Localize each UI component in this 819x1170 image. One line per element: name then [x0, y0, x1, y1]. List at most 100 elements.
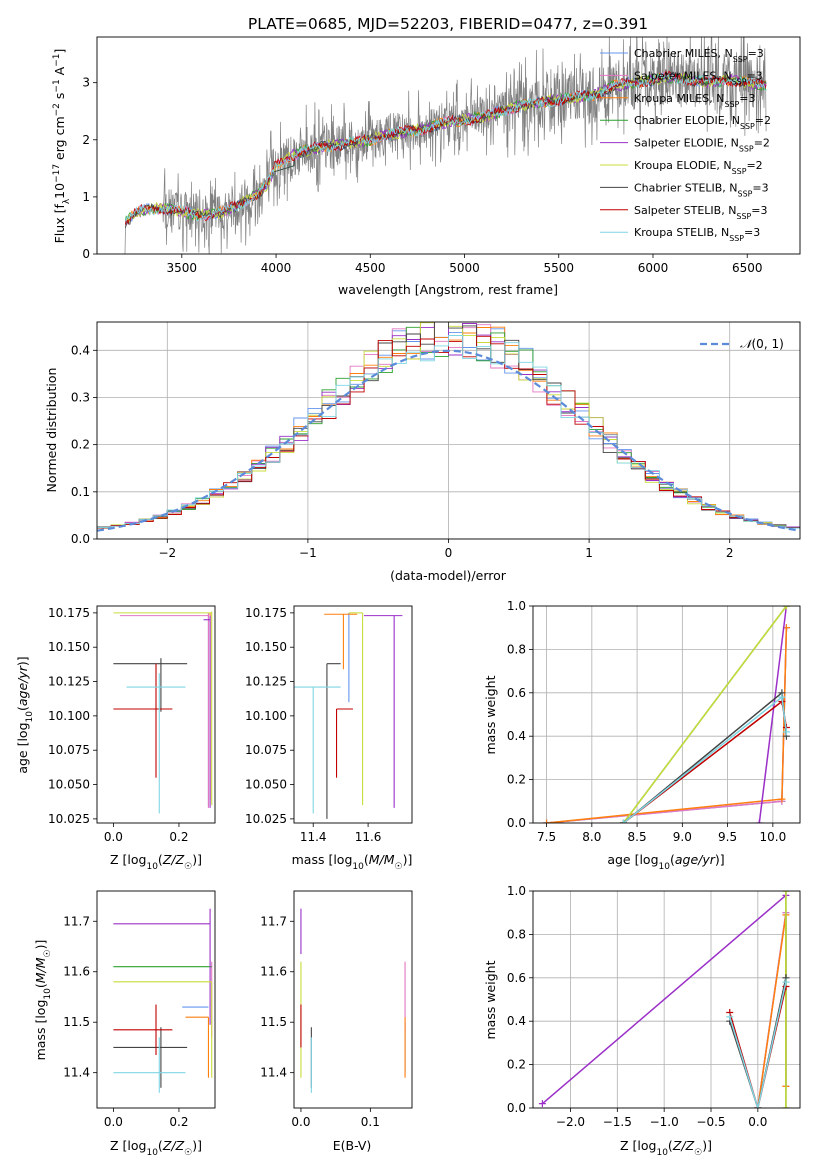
y-tick-label: 0.4	[507, 729, 526, 743]
y-tick-label: 10.125	[245, 675, 287, 689]
weight-marker	[543, 819, 551, 823]
label-part: =3	[744, 226, 760, 239]
y-tick-label: 0.0	[507, 816, 526, 830]
y-tick-label: 0.6	[507, 971, 526, 985]
label-part: (	[15, 706, 30, 711]
label-part: age [log	[15, 722, 30, 773]
label-part: =2	[746, 159, 762, 172]
label-part: =3	[752, 181, 768, 194]
weight-line	[728, 981, 787, 1108]
model-spectrum-line	[124, 72, 767, 221]
label-part: 10	[146, 862, 158, 872]
label-part: M/M	[33, 957, 48, 983]
legend-entry: Salpeter STELIB, NSSP=3	[634, 204, 767, 221]
plot-area	[300, 908, 406, 1093]
label-part: SSP	[736, 211, 751, 220]
y-axis-label: mass weight	[483, 675, 498, 754]
label-part: −1	[52, 79, 62, 92]
x-tick-label: 0.1	[361, 1115, 380, 1129]
plot-area	[113, 611, 213, 814]
label-part: 10	[352, 862, 364, 872]
age-vs-mass-axes: 11.4 11.6 10.025 10.050 10.075 10.100 10.125 10…	[245, 605, 413, 872]
x-axis-label: age [log10(age/yr)]	[607, 852, 724, 872]
y-tick-label: 10.150	[48, 640, 90, 654]
plot-area	[294, 612, 403, 819]
weight-marker	[782, 891, 790, 895]
label-part: Z/Z	[162, 1138, 185, 1153]
legend-entry: Chabrier STELIB, NSSP=3	[634, 181, 769, 198]
weight-line	[758, 606, 788, 823]
label-part: (	[668, 1138, 673, 1153]
label-part: )]	[702, 1138, 712, 1153]
label-part: SSP	[724, 99, 739, 108]
model-spectrum-line	[124, 72, 767, 222]
x-tick-label: 1	[585, 546, 593, 560]
spectrum-axes: 3500 4000 4500 5000 5500 6000 6500 0 1 2 3 waveleng…	[52, 36, 801, 297]
x-tick-label: 4500	[355, 261, 386, 275]
label-part: Kroupa MILES, N	[634, 92, 724, 105]
y-tick-label: 10.075	[245, 743, 287, 757]
y-tick-label: 10.100	[48, 709, 90, 723]
y-tick-label: 10.125	[48, 675, 90, 689]
label-part: =2	[754, 137, 770, 150]
x-tick-label: 3500	[167, 261, 198, 275]
y-tick-label: 0.0	[71, 532, 90, 546]
label-part: =3	[748, 47, 764, 60]
y-tick-label: 11.5	[260, 1015, 287, 1029]
legend-entry: Chabrier ELODIE, NSSP=2	[634, 114, 771, 131]
y-tick-label: 0.2	[507, 1058, 526, 1072]
normal-curve	[97, 349, 800, 532]
label-part: Flux [f	[52, 204, 67, 244]
y-axis-label: Flux [fλ10−17 erg cm−2 s−1 A−1]	[52, 49, 72, 244]
y-axis-label: age [log10(age/yr)]	[15, 656, 35, 773]
axes-frame	[96, 890, 216, 1109]
y-axis-label: mass [log10(M/M☉)]	[33, 940, 53, 1061]
y-tick-label: 10.050	[48, 778, 90, 792]
label-part: (	[158, 1138, 163, 1153]
label-part: ☉	[184, 862, 192, 872]
y-tick-label: 0.2	[507, 773, 526, 787]
y-tick-label: 11.4	[63, 1066, 90, 1080]
x-tick-label: 8.0	[582, 830, 601, 844]
y-tick-label: 10.025	[245, 812, 287, 826]
plot-area	[113, 908, 213, 1093]
legend-entry: Salpeter ELODIE, NSSP=2	[634, 137, 770, 154]
y-tick-label: 10.075	[48, 743, 90, 757]
x-tick-label: 4000	[261, 261, 292, 275]
y-tick-label: 11.7	[63, 914, 90, 928]
x-tick-label: 0.0	[104, 1115, 123, 1129]
label-part: age/yr	[675, 852, 716, 867]
label-part: erg cm	[52, 116, 67, 164]
x-tick-label: 0	[445, 546, 453, 560]
axes-frame	[532, 605, 801, 824]
label-part: ☉	[694, 1148, 702, 1158]
x-tick-label: −1.5	[603, 1115, 632, 1129]
label-part: Z [log	[110, 852, 146, 867]
label-part: Chabrier ELODIE, N	[634, 114, 740, 127]
legend-entry: Kroupa ELODIE, NSSP=2	[634, 159, 763, 176]
label-part: (	[33, 983, 48, 988]
y-tick-label: 0.3	[71, 390, 90, 404]
y-tick-label: 11.6	[63, 965, 90, 979]
label-part: 10	[25, 711, 35, 723]
plot-area	[533, 891, 800, 1108]
x-tick-label: 10.0	[759, 830, 786, 844]
weight-marker	[778, 693, 786, 701]
label-part: SSP	[740, 122, 755, 131]
y-tick-label: 10.100	[245, 709, 287, 723]
age-vs-Z-axes: 0.0 0.2 10.025 10.050 10.075 10.100 10.125 10.1…	[15, 605, 216, 872]
label-part: mass [log	[292, 852, 353, 867]
y-tick-label: 0.4	[507, 1014, 526, 1028]
y-tick-label: 0.2	[71, 438, 90, 452]
y-tick-label: 0.6	[507, 686, 526, 700]
label-part: (0, 1)	[752, 337, 784, 351]
weight-line	[622, 606, 787, 823]
x-tick-label: 6000	[638, 261, 669, 275]
mass-weight-vs-age-axes: 7.5 8.0 8.5 9.0 9.5 10.0 0.0 0.2 0.4 0.6 0.8 1.0 age…	[483, 599, 801, 872]
axes-frame	[96, 36, 801, 255]
x-axis-label: (data-model)/error	[390, 568, 507, 583]
x-tick-label: 11.4	[300, 830, 327, 844]
x-axis-label: wavelength [Angstrom, rest frame]	[338, 282, 558, 297]
x-tick-label: 11.6	[355, 830, 382, 844]
